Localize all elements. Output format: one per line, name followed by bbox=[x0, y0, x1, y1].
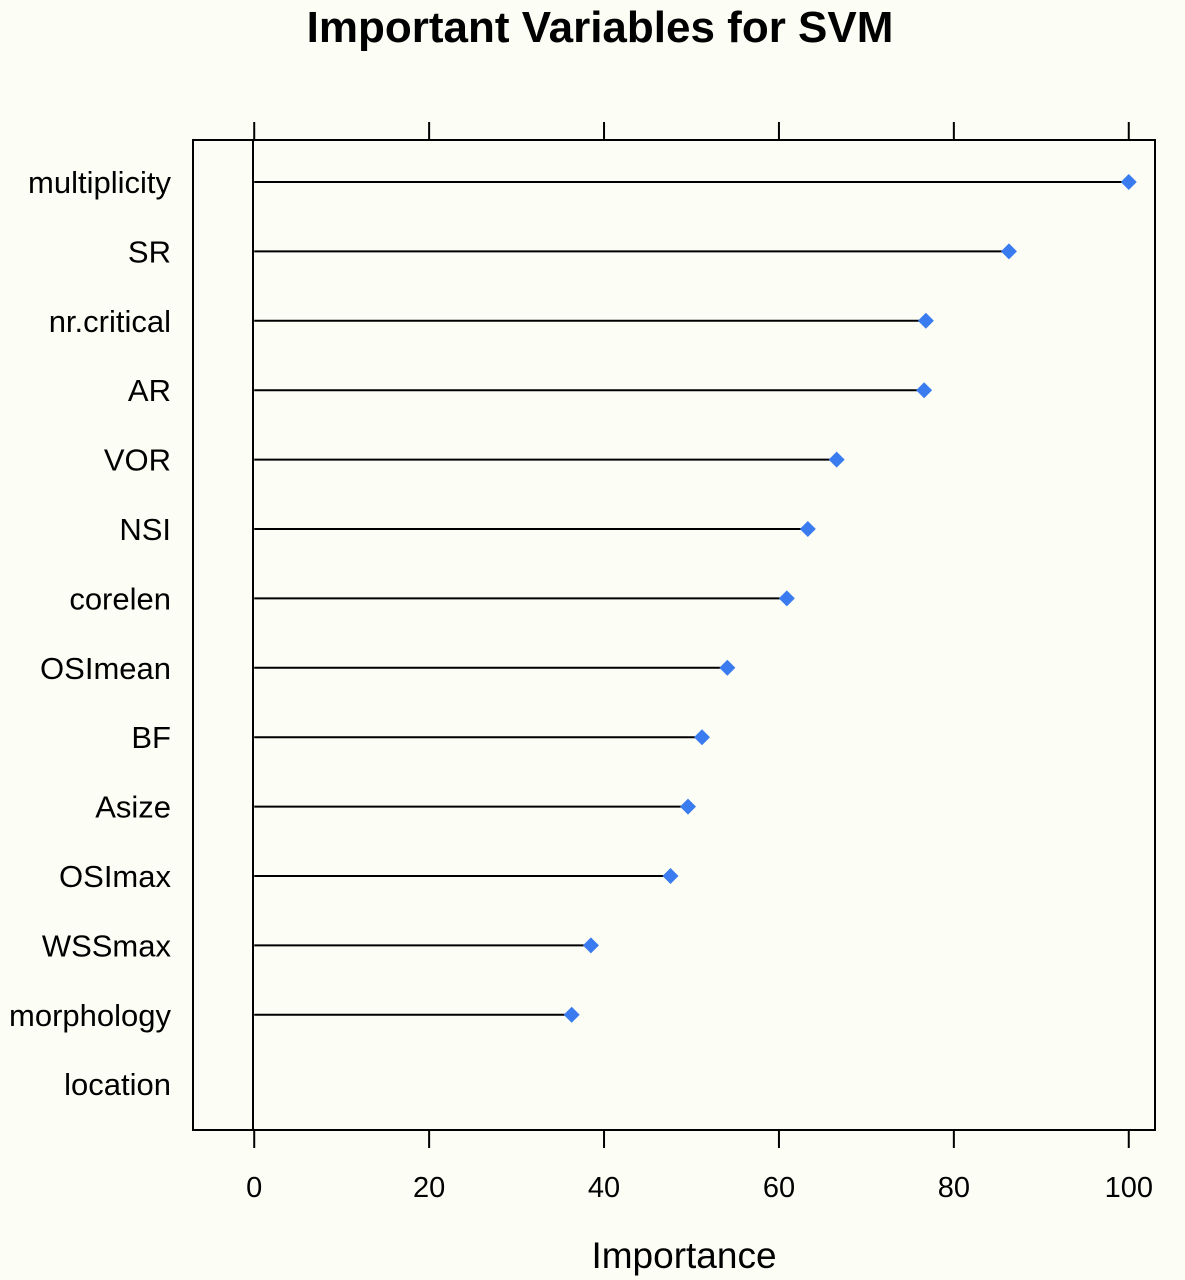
marker-OSImax bbox=[662, 868, 679, 884]
chart-title: Important Variables for SVM bbox=[307, 3, 894, 52]
marker-morphology bbox=[563, 1006, 580, 1023]
x-tick-labels: 0 20 40 60 80 100 bbox=[246, 1172, 1153, 1204]
marker-NSI bbox=[799, 521, 816, 537]
importance-markers bbox=[563, 174, 1137, 1023]
category-label: VOR bbox=[104, 443, 171, 478]
category-label: WSSmax bbox=[42, 928, 172, 963]
category-label: nr.critical bbox=[49, 304, 171, 339]
x-axis-label: Importance bbox=[591, 1235, 776, 1276]
category-label: BF bbox=[131, 720, 171, 755]
category-label: NSI bbox=[119, 512, 171, 547]
top-axis-ticks bbox=[253, 122, 1130, 140]
marker-BF bbox=[693, 729, 710, 746]
category-label: multiplicity bbox=[28, 165, 171, 200]
category-label: morphology bbox=[9, 998, 171, 1033]
marker-Asize bbox=[679, 798, 696, 815]
category-label: OSImean bbox=[40, 651, 171, 686]
category-label: OSImax bbox=[59, 859, 171, 894]
x-tick-label: 0 bbox=[246, 1172, 262, 1204]
marker-VOR bbox=[828, 451, 845, 468]
x-tick-label: 40 bbox=[588, 1172, 620, 1204]
marker-WSSmax bbox=[582, 937, 599, 954]
marker-nr.critical bbox=[917, 312, 934, 329]
category-label: AR bbox=[128, 373, 171, 408]
category-label: location bbox=[64, 1067, 171, 1102]
x-tick-label: 80 bbox=[938, 1172, 970, 1204]
category-labels: multiplicity SR nr.critical AR VOR NSI corelen… bbox=[9, 165, 171, 1102]
category-label: corelen bbox=[69, 581, 171, 616]
marker-multiplicity bbox=[1120, 174, 1137, 190]
x-tick-label: 100 bbox=[1105, 1172, 1153, 1204]
marker-OSImean bbox=[719, 659, 736, 676]
plot-frame bbox=[192, 139, 1156, 1131]
importance-stems bbox=[254, 181, 1129, 1016]
category-label: Asize bbox=[95, 790, 171, 825]
marker-SR bbox=[1000, 243, 1017, 260]
category-label: SR bbox=[128, 234, 171, 269]
marker-AR bbox=[916, 382, 933, 399]
x-tick-label: 20 bbox=[413, 1172, 445, 1204]
x-tick-label: 60 bbox=[763, 1172, 795, 1204]
bottom-axis-ticks bbox=[253, 1130, 1130, 1148]
marker-corelen bbox=[778, 590, 795, 607]
